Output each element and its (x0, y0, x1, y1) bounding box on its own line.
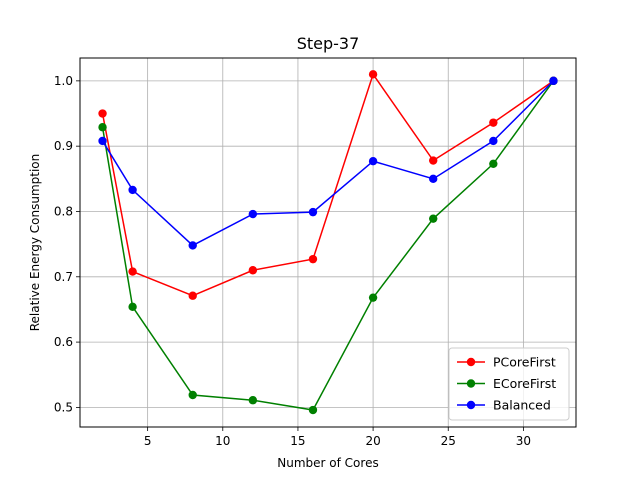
data-point (128, 302, 137, 312)
data-point (429, 156, 438, 165)
series-layer (98, 70, 558, 415)
data-point (368, 70, 378, 79)
legend-marker (466, 357, 476, 367)
data-point (248, 209, 258, 219)
y-tick-label: 0.6 (54, 335, 73, 349)
data-point (308, 405, 318, 415)
y-tick-label: 1.0 (54, 74, 73, 88)
data-point (188, 241, 197, 250)
x-tick-label: 25 (441, 434, 456, 448)
data-point (308, 254, 318, 264)
legend-label: PCoreFirst (493, 355, 556, 370)
data-point (128, 185, 137, 195)
legend-entry: ECoreFirst (457, 376, 556, 391)
series-balanced (98, 76, 558, 250)
data-point (248, 266, 258, 275)
data-point (98, 136, 107, 146)
legend-box (448, 347, 570, 421)
data-point (429, 174, 438, 184)
data-point (128, 267, 137, 276)
data-point (188, 390, 197, 400)
y-tick-label: 0.8 (54, 204, 73, 218)
axis-ticks: 5 10 15 20 25 30 0.5 0.6 0.7 0.8 0.9 1.0 (54, 74, 531, 448)
data-point (368, 156, 378, 166)
x-tick-label: 15 (290, 434, 305, 448)
data-point (489, 136, 498, 146)
x-tick-label: 30 (516, 434, 531, 448)
data-point (98, 123, 107, 132)
legend-label: ECoreFirst (493, 376, 556, 391)
legend-marker (466, 379, 476, 388)
data-point (248, 396, 258, 405)
legend-label: Balanced (493, 398, 551, 413)
y-tick-label: 0.9 (54, 139, 73, 153)
x-tick-label: 10 (215, 434, 230, 448)
data-point (98, 109, 107, 118)
plot-frame (79, 57, 577, 428)
data-point (489, 159, 498, 169)
chart-title: Step-37 (297, 34, 360, 53)
x-tick-label: 20 (365, 434, 380, 448)
legend-entry: Balanced (457, 398, 551, 413)
legend-marker (466, 400, 476, 410)
data-point (489, 118, 498, 127)
data-point (549, 76, 558, 86)
legend: PCoreFirst ECoreFirst Balanced (448, 347, 570, 421)
y-tick-label: 0.7 (54, 270, 73, 284)
y-tick-label: 0.5 (54, 400, 73, 414)
data-point (188, 291, 197, 300)
data-point (308, 207, 318, 217)
data-point (368, 293, 378, 302)
legend-entry: PCoreFirst (457, 355, 556, 370)
x-axis-label: Number of Cores (277, 456, 378, 470)
data-point (429, 214, 438, 223)
y-axis-label: Relative Energy Consumption (28, 154, 42, 332)
x-tick-label: 5 (144, 434, 152, 448)
